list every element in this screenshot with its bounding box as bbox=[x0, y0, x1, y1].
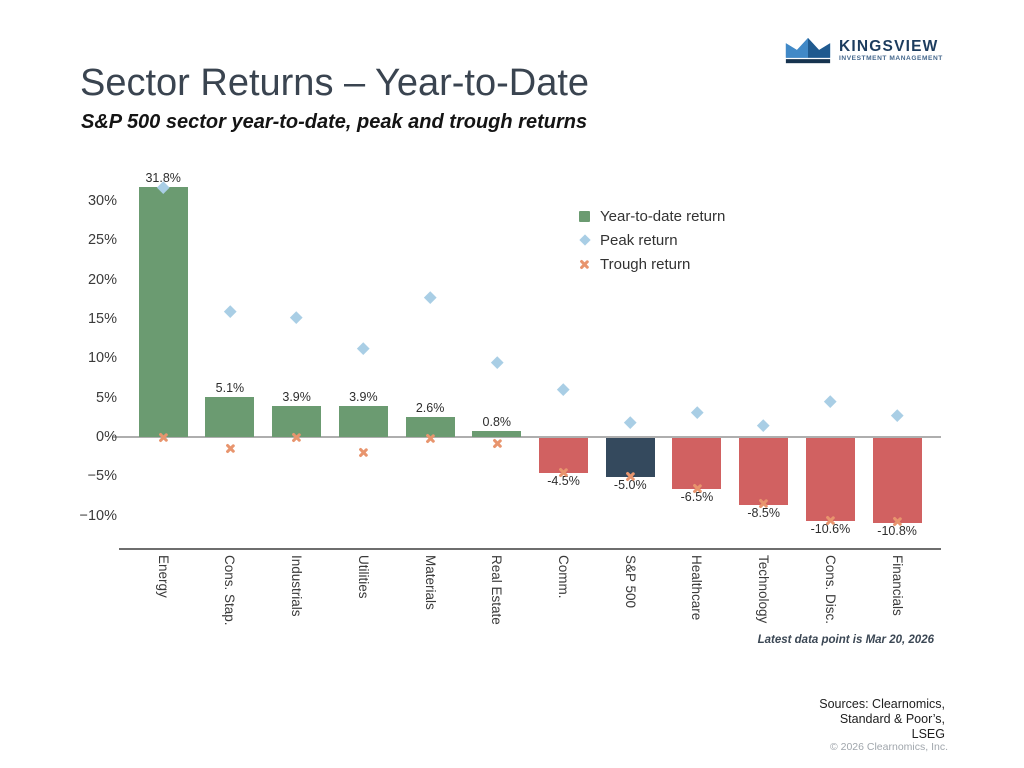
ytd-bar-real-estate bbox=[472, 430, 522, 437]
page-title: Sector Returns – Year-to-Date bbox=[80, 62, 590, 104]
ytd-bar-technology bbox=[739, 437, 789, 505]
ytd-bar-healthcare bbox=[672, 437, 722, 489]
trough-return-marker-real-estate bbox=[492, 438, 502, 448]
ytd-bar-cons-disc bbox=[805, 437, 855, 522]
y-axis-tick-label: −5% bbox=[87, 468, 117, 485]
ytd-bar-materials bbox=[405, 416, 455, 437]
peak-return-marker-financials bbox=[891, 408, 904, 421]
sources-line: LSEG bbox=[911, 727, 945, 741]
trough-return-marker-cons-stap bbox=[225, 444, 235, 454]
logo-tagline: INVESTMENT MANAGEMENT bbox=[839, 54, 943, 62]
trough-return-marker-industrials bbox=[292, 433, 302, 443]
crown-icon bbox=[785, 37, 831, 64]
sources-line: Standard & Poor’s, bbox=[839, 712, 945, 726]
trough-return-marker-healthcare bbox=[692, 483, 702, 493]
bar-value-label-cons-stap: 5.1% bbox=[215, 380, 245, 395]
legend-item-peak: Peak return bbox=[578, 228, 725, 252]
sources-line: Sources: Clearnomics, bbox=[819, 697, 945, 711]
legend-item-trough: Trough return bbox=[578, 252, 725, 276]
x-axis-label-comm: Comm. bbox=[556, 555, 572, 599]
ytd-bar-energy bbox=[138, 186, 188, 437]
peak-return-marker-technology bbox=[757, 419, 770, 432]
legend-diamond-icon bbox=[578, 234, 591, 246]
x-axis-label-utilities: Utilities bbox=[355, 555, 371, 599]
trough-return-marker-cons-disc bbox=[825, 515, 835, 525]
peak-return-marker-s-p-500 bbox=[624, 416, 637, 429]
peak-return-marker-healthcare bbox=[690, 405, 703, 418]
trough-return-marker-financials bbox=[892, 517, 902, 527]
bar-value-label-cons-disc: -10.6% bbox=[810, 522, 851, 537]
y-axis-tick-label: 25% bbox=[87, 232, 117, 249]
peak-return-marker-comm bbox=[557, 382, 570, 396]
bar-value-label-s-p-500: -5.0% bbox=[613, 478, 647, 493]
peak-return-marker-cons-stap bbox=[223, 305, 236, 318]
y-axis-tick-label: 15% bbox=[87, 310, 117, 327]
bar-value-label-comm: -4.5% bbox=[547, 474, 580, 489]
peak-return-marker-cons-disc bbox=[824, 394, 837, 407]
bar-value-label-utilities: 3.9% bbox=[349, 390, 378, 405]
trough-return-marker-utilities bbox=[358, 448, 368, 458]
latest-data-footnote: Latest data point is Mar 20, 2026 bbox=[757, 634, 934, 646]
ytd-bar-utilities bbox=[338, 406, 388, 437]
x-axis-label-financials: Financials bbox=[889, 555, 905, 616]
x-axis-label-cons-disc: Cons. Disc. bbox=[822, 555, 838, 625]
y-axis-tick-label: 30% bbox=[87, 192, 117, 209]
kingsview-logo: KINGSVIEW INVESTMENT MANAGEMENT bbox=[783, 35, 943, 65]
x-axis-label-healthcare: Healthcare bbox=[689, 555, 705, 621]
y-axis-tick-label: 20% bbox=[87, 271, 117, 288]
ytd-bar-financials bbox=[872, 437, 922, 523]
page-subtitle: S&P 500 sector year-to-date, peak and tr… bbox=[81, 111, 588, 133]
ytd-bar-cons-stap bbox=[205, 396, 255, 437]
sources-block: Sources: Clearnomics, Standard & Poor’s,… bbox=[819, 697, 948, 753]
bar-value-label-materials: 2.6% bbox=[415, 400, 445, 415]
bar-value-label-real-estate: 0.8% bbox=[482, 414, 512, 429]
peak-return-marker-real-estate bbox=[490, 356, 503, 369]
trough-return-marker-s-p-500 bbox=[625, 471, 635, 481]
bar-value-label-financials: -10.8% bbox=[877, 523, 917, 538]
trough-return-marker-technology bbox=[759, 499, 769, 509]
chart-legend: Year-to-date return Peak return Trough r… bbox=[578, 204, 725, 276]
x-axis-label-industrials: Industrials bbox=[289, 555, 305, 617]
y-axis-tick-label: 0% bbox=[96, 429, 117, 445]
peak-return-marker-utilities bbox=[357, 342, 370, 355]
bar-value-label-healthcare: -6.5% bbox=[680, 490, 714, 505]
bar-value-label-energy: 31.8% bbox=[145, 170, 181, 185]
y-axis-tick-label: 5% bbox=[96, 389, 117, 406]
x-axis-label-energy: Energy bbox=[155, 555, 171, 598]
trough-return-marker-materials bbox=[425, 434, 435, 444]
legend-item-ytd: Year-to-date return bbox=[578, 204, 725, 228]
copyright-line: © 2026 Clearnomics, Inc. bbox=[829, 741, 948, 753]
x-axis-label-cons-stap: Cons. Stap. bbox=[222, 555, 238, 626]
bar-value-label-technology: -8.5% bbox=[747, 505, 780, 520]
legend-label-peak: Peak return bbox=[600, 231, 678, 249]
peak-return-marker-industrials bbox=[290, 311, 303, 324]
legend-x-icon bbox=[580, 259, 590, 269]
legend-label-trough: Trough return bbox=[600, 255, 691, 273]
y-axis-tick-label: 10% bbox=[87, 350, 117, 367]
x-axis-label-s-p-500: S&P 500 bbox=[622, 555, 638, 609]
logo-name: KINGSVIEW bbox=[839, 37, 939, 55]
legend-square-icon bbox=[579, 210, 590, 222]
x-axis-line bbox=[119, 548, 941, 550]
legend-label-ytd: Year-to-date return bbox=[600, 207, 726, 225]
x-axis-label-technology: Technology bbox=[756, 555, 772, 624]
bar-value-label-industrials: 3.9% bbox=[282, 390, 311, 405]
x-axis-label-real-estate: Real Estate bbox=[489, 555, 505, 625]
trough-return-marker-comm bbox=[559, 467, 569, 477]
zero-gridline bbox=[113, 436, 941, 438]
x-axis-label-materials: Materials bbox=[422, 555, 438, 610]
peak-return-marker-materials bbox=[424, 290, 437, 303]
y-axis-tick-label: −10% bbox=[79, 507, 118, 524]
trough-return-marker-energy bbox=[158, 433, 168, 443]
